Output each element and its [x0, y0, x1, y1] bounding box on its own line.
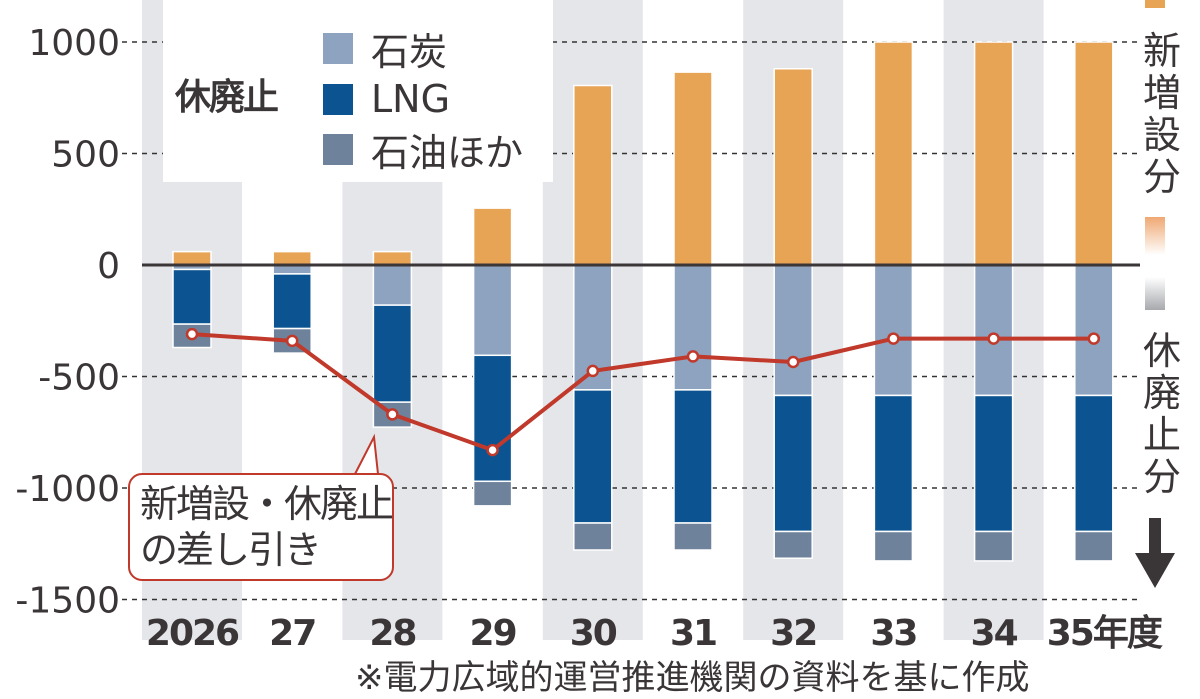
- net-point: [285, 334, 299, 348]
- net-line-callout: 新増設・休廃止 の差し引き: [128, 473, 394, 581]
- bar-oil-33: [873, 530, 914, 562]
- x-tick-label: 33: [870, 613, 916, 654]
- x-tick-label: 31: [670, 613, 716, 654]
- bar-lng-32: [773, 394, 813, 533]
- bar-coal-32: [773, 264, 813, 397]
- net-line: [191, 332, 1094, 453]
- arrow-down-icon: [1135, 518, 1175, 588]
- up-gradient-bar: [1145, 217, 1165, 255]
- bar-new-28: [372, 250, 413, 266]
- y-tick-label: 1000: [28, 23, 120, 64]
- net-point: [786, 355, 800, 369]
- legend-group-title: 休廃止: [175, 77, 279, 118]
- x-tick-label: 28: [369, 613, 415, 654]
- bar-new-29: [472, 207, 513, 266]
- bar-lng-27: [272, 273, 312, 330]
- x-tick-label: 34: [971, 613, 1018, 654]
- bar-oil-34: [973, 530, 1014, 562]
- bar-new-35年度: [1074, 41, 1114, 266]
- bar-oil-35年度: [1074, 530, 1114, 562]
- bar-lng-31: [673, 389, 713, 524]
- legend-label: 石炭: [371, 29, 448, 74]
- bar-new-30: [573, 84, 613, 266]
- bar-oil-31: [673, 522, 713, 551]
- legend-label: LNG: [371, 77, 451, 121]
- bar-coal-29: [472, 264, 513, 357]
- bar-lng-33: [873, 394, 914, 533]
- bar-new-27: [272, 250, 312, 266]
- bar-coal-33: [873, 264, 914, 397]
- y-tick-label: 500: [51, 135, 120, 176]
- bar-coal-31: [673, 264, 713, 391]
- new-marker: [1145, 0, 1165, 8]
- legend: 休廃止 石炭 LNG 石油ほか: [163, 0, 553, 182]
- y-tick-label: 0: [97, 246, 120, 287]
- bar-oil-30: [573, 522, 613, 551]
- net-point: [1087, 332, 1101, 345]
- legend-swatch-oil: [323, 133, 353, 165]
- bar-lng-2026: [172, 268, 212, 325]
- legend-swatch-lng: [323, 83, 353, 115]
- net-point: [185, 327, 199, 341]
- bar-oil-29: [472, 480, 513, 507]
- side-label-retire-text: 休廃止分: [1142, 329, 1181, 499]
- down-gradient-bar: [1145, 277, 1165, 310]
- side-label-new-text: 新増設分: [1142, 29, 1181, 199]
- net-point: [987, 332, 1000, 345]
- legend-label: 石油ほか: [371, 130, 524, 175]
- net-point: [686, 350, 700, 363]
- legend-item-coal: 石炭: [323, 28, 447, 74]
- bar-new-2026: [172, 250, 212, 266]
- bar-new-32: [773, 68, 813, 266]
- net-point: [486, 443, 499, 457]
- bar-lng-30: [573, 389, 613, 524]
- net-point: [586, 364, 600, 378]
- bar-oil-32: [773, 530, 813, 559]
- bar-coal-35年度: [1074, 264, 1114, 397]
- x-tick-label: 30: [570, 613, 617, 654]
- legend-swatch-coal: [323, 32, 353, 64]
- bar-lng-35年度: [1074, 394, 1114, 533]
- bar-coal-34: [973, 264, 1014, 397]
- x-tick-label: 35年度: [1047, 613, 1163, 654]
- legend-item-lng: LNG: [323, 77, 451, 121]
- bar-lng-28: [372, 304, 413, 403]
- callout-line2: の差し引き: [140, 528, 322, 572]
- bar-new-34: [973, 41, 1014, 266]
- x-tick-label: 29: [470, 613, 516, 654]
- bar-lng-29: [472, 354, 513, 483]
- net-point: [887, 332, 900, 345]
- bar-new-31: [673, 71, 713, 266]
- bar-coal-28: [372, 264, 413, 306]
- x-tick-label: 27: [269, 613, 315, 654]
- callout-pointer: [354, 433, 379, 475]
- net-point: [386, 408, 399, 421]
- side-label-retire: 休廃止分: [1140, 330, 1184, 498]
- bar-lng-34: [973, 394, 1014, 533]
- callout-line1: 新増設・休廃止: [140, 482, 394, 526]
- bar-new-33: [873, 41, 914, 266]
- x-tick-label: 2026: [146, 613, 239, 654]
- legend-item-oil: 石油ほか: [323, 129, 523, 175]
- y-tick-label: -500: [38, 358, 120, 399]
- side-label-new: 新増設分: [1140, 30, 1184, 198]
- x-tick-label: 32: [770, 613, 816, 654]
- y-tick-label: -1000: [15, 469, 120, 510]
- y-tick-label: -1500: [15, 581, 120, 622]
